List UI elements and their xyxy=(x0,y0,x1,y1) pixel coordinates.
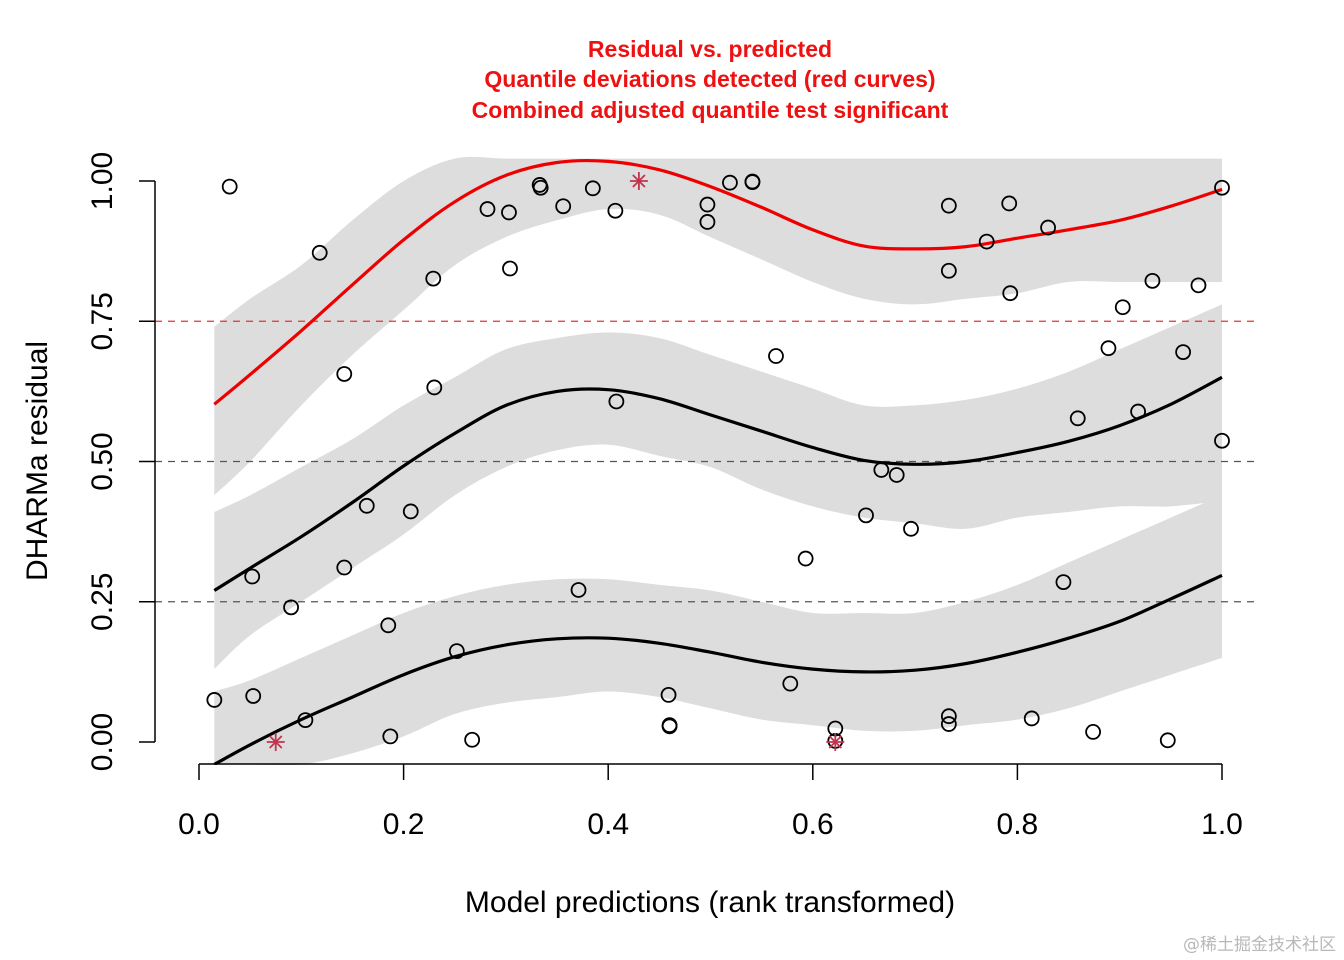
data-point xyxy=(940,262,957,279)
y-tick-label: 0.25 xyxy=(86,573,119,631)
data-point xyxy=(426,379,443,396)
data-point xyxy=(245,688,262,704)
data-point xyxy=(1214,432,1230,449)
y-axis: 0.00 0.25 0.50 0.75 1.00 xyxy=(86,152,156,771)
y-axis-label: DHARMa residual xyxy=(21,341,54,581)
y-tick-label: 0.50 xyxy=(86,432,119,490)
data-point xyxy=(661,718,678,735)
x-tick-label: 0.4 xyxy=(587,808,629,841)
outlier-points xyxy=(266,172,845,751)
title-line-1: Residual vs. predicted xyxy=(588,36,832,62)
x-tick-label: 0.2 xyxy=(383,808,425,841)
data-point xyxy=(221,178,238,195)
data-point xyxy=(699,196,716,213)
x-axis-label: Model predictions (rank transformed) xyxy=(465,886,955,919)
data-point xyxy=(464,731,481,748)
data-point xyxy=(532,179,549,196)
data-point xyxy=(1100,340,1117,357)
reference-lines xyxy=(155,320,1256,603)
outlier-point xyxy=(629,172,648,190)
data-point xyxy=(311,244,328,261)
band-q50 xyxy=(214,304,1223,670)
data-point xyxy=(1159,732,1176,749)
title-line-2: Quantile deviations detected (red curves… xyxy=(484,66,935,92)
outlier-point xyxy=(266,733,285,751)
data-point xyxy=(1001,195,1018,212)
data-point xyxy=(570,582,587,598)
x-tick-label: 1.0 xyxy=(1201,808,1243,841)
data-point xyxy=(940,708,957,725)
data-point xyxy=(608,393,625,410)
quantile-curves xyxy=(213,158,1223,765)
data-point xyxy=(502,260,518,277)
x-tick-label: 0.6 xyxy=(792,808,834,841)
outlier-point xyxy=(826,733,845,751)
data-point xyxy=(1214,179,1230,196)
data-point xyxy=(873,462,890,478)
quantile-curve-25 xyxy=(213,573,1223,765)
plot-area xyxy=(155,156,1256,765)
data-point xyxy=(358,497,375,514)
data-point xyxy=(297,712,314,729)
band-q25 xyxy=(214,495,1222,765)
data-point xyxy=(940,197,957,214)
x-tick-label: 0.8 xyxy=(997,808,1039,841)
data-point xyxy=(584,180,601,197)
data-point xyxy=(336,366,353,382)
data-point xyxy=(555,198,572,215)
data-point xyxy=(1144,272,1161,289)
data-point xyxy=(283,599,299,616)
title-line-3: Combined adjusted quantile test signific… xyxy=(472,97,949,123)
data-point xyxy=(660,686,677,703)
data-point xyxy=(699,214,716,230)
data-point xyxy=(858,507,874,524)
data-point xyxy=(382,728,399,745)
x-axis: 0.0 0.2 0.4 0.6 0.8 1.0 xyxy=(178,763,1243,841)
data-point xyxy=(940,716,957,732)
data-point xyxy=(744,173,761,190)
data-point xyxy=(1130,403,1147,420)
data-point xyxy=(1190,277,1207,294)
confidence-bands xyxy=(214,156,1223,765)
data-point xyxy=(402,503,419,520)
data-point xyxy=(1002,285,1019,302)
y-tick-label: 1.00 xyxy=(86,152,119,210)
quantile-curve-50 xyxy=(213,375,1223,592)
data-point xyxy=(1175,344,1192,361)
data-point xyxy=(768,348,784,364)
data-point xyxy=(380,617,397,634)
data-point xyxy=(425,270,442,287)
data-point xyxy=(1085,724,1102,740)
data-point xyxy=(1069,410,1086,427)
data-point xyxy=(1055,574,1072,591)
band-q75 xyxy=(214,156,1223,496)
y-tick-label: 0.75 xyxy=(86,292,119,350)
data-point xyxy=(206,692,223,708)
data-point xyxy=(336,559,353,576)
data-point xyxy=(888,467,905,483)
data-point xyxy=(448,643,465,660)
data-point xyxy=(978,233,995,250)
data-point xyxy=(903,520,919,537)
data-point xyxy=(722,174,738,191)
data-point xyxy=(1023,710,1040,727)
watermark: @稀土掘金技术社区 xyxy=(1183,935,1336,955)
data-point xyxy=(782,675,799,692)
quantile-curve-75 xyxy=(213,158,1223,406)
data-point xyxy=(607,202,624,219)
x-tick-label: 0.0 xyxy=(178,808,220,841)
data-point xyxy=(1040,219,1056,236)
y-tick-label: 0.00 xyxy=(86,713,119,771)
data-point xyxy=(501,204,517,221)
data-point xyxy=(1114,299,1131,316)
data-point xyxy=(479,201,496,217)
chart-title: Residual vs. predicted Quantile deviatio… xyxy=(472,36,949,123)
data-point xyxy=(244,568,261,585)
data-point xyxy=(797,550,814,567)
